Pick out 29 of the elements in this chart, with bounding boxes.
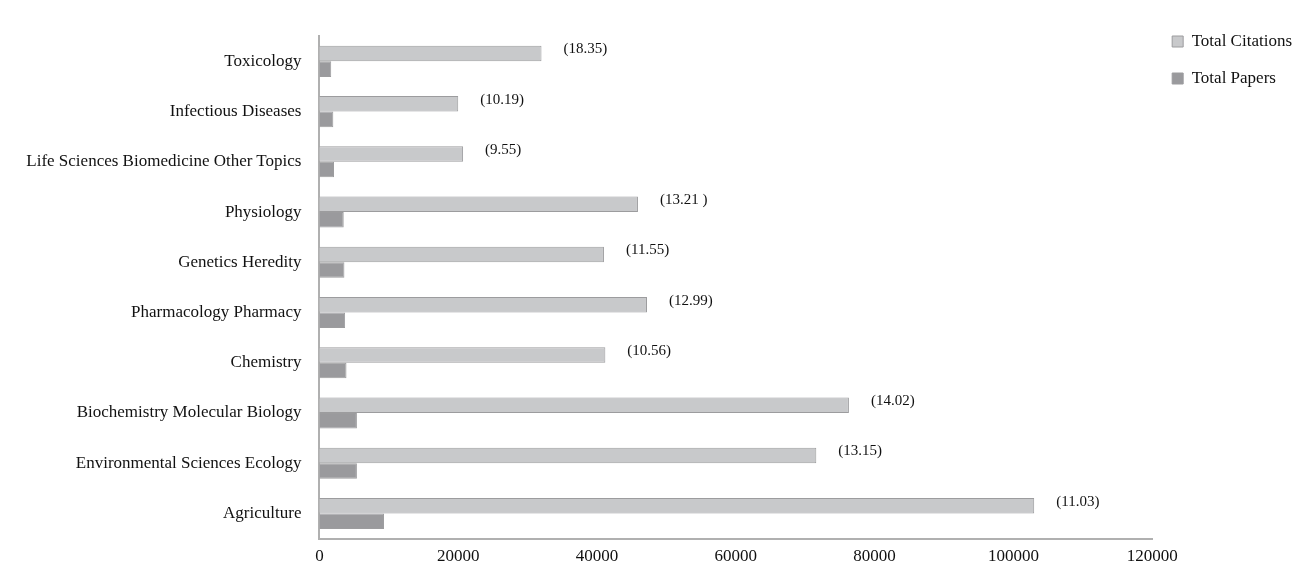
y-tick-label: Chemistry [230, 352, 302, 372]
x-tick-label: 120000 [1126, 546, 1178, 566]
y-tick-label: Environmental Sciences Ecology [75, 452, 302, 472]
y-tick-label: Life Sciences Biomedicine Other Topics [26, 151, 302, 171]
x-tick-label: 40000 [575, 546, 619, 566]
annotation: (13.21 ) [659, 191, 708, 209]
x-tick-label: 20000 [436, 546, 480, 566]
legend-label: Total Papers [1191, 67, 1276, 87]
legend-label: Total Citations [1191, 30, 1293, 50]
y-tick-label: Infectious Diseases [169, 101, 302, 121]
y-tick-label: Biochemistry Molecular Biology [76, 402, 302, 422]
annotation: (13.15) [838, 442, 883, 460]
y-tick-label: Genetics Heredity [178, 251, 302, 271]
x-tick-label: 60000 [714, 546, 758, 566]
annotation: (11.55) [625, 241, 670, 259]
y-tick-label: Agriculture [223, 502, 302, 522]
annotation: (14.02) [870, 392, 915, 410]
y-tick-label: Physiology [224, 201, 302, 221]
annotation: (10.56) [627, 341, 672, 359]
y-tick-label: Toxicology [224, 50, 302, 70]
annotation: (18.35) [563, 40, 608, 58]
annotation: (11.03) [1056, 492, 1100, 510]
annotation: (9.55) [485, 140, 522, 158]
annotation: (12.99) [668, 291, 713, 309]
x-tick-label: 80000 [853, 546, 896, 566]
y-tick-label: Pharmacology Pharmacy [131, 301, 302, 321]
annotation: (10.19) [480, 90, 524, 108]
x-tick-label: 0 [315, 546, 324, 566]
x-tick-label: 100000 [987, 546, 1039, 566]
